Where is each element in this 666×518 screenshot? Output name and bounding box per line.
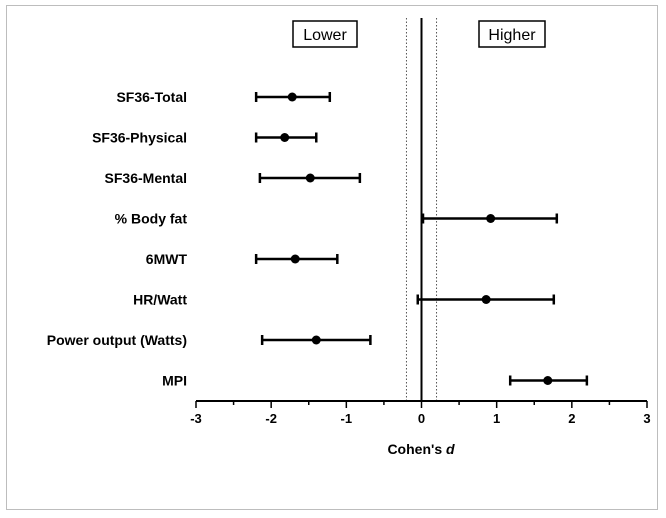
x-tick-label: 0 — [418, 411, 425, 426]
row-label: MPI — [162, 373, 187, 389]
row-label: SF36-Total — [116, 89, 187, 105]
effect-point — [287, 92, 297, 102]
row-label: SF36-Mental — [105, 170, 187, 186]
forest-row: HR/Watt — [133, 292, 556, 308]
effect-point — [305, 173, 315, 183]
row-label: SF36-Physical — [92, 130, 187, 146]
effect-point — [481, 295, 491, 304]
forest-row: SF36-Total — [116, 89, 332, 105]
effect-point — [311, 335, 321, 345]
x-tick-label: 3 — [643, 411, 650, 426]
reference-lines — [405, 18, 438, 401]
forest-row: 6MWT — [146, 251, 339, 267]
effect-point — [543, 376, 553, 385]
x-tick-label: 1 — [493, 411, 500, 426]
x-tick-label: -3 — [190, 411, 202, 426]
row-label: % Body fat — [115, 211, 188, 227]
forest-row: MPI — [162, 373, 589, 389]
chart-frame — [6, 5, 658, 510]
x-axis-title: Cohen's d — [387, 441, 455, 457]
annotation-lower: Lower — [292, 20, 358, 48]
annotation-higher-box — [478, 20, 546, 48]
x-axis-title-symbol: d — [446, 441, 455, 457]
forest-row: SF36-Mental — [105, 170, 362, 186]
x-tick-label: -1 — [341, 411, 353, 426]
data-rows: SF36-Total SF36-Physical SF36-Mental % Body… — [47, 89, 589, 389]
x-tick-label: 2 — [568, 411, 575, 426]
effect-point — [486, 214, 496, 223]
effect-point — [290, 254, 300, 264]
x-axis-title-text: Cohen's — [387, 441, 442, 457]
row-label: HR/Watt — [133, 292, 187, 308]
forest-row: Power output (Watts) — [47, 332, 372, 348]
forest-row: % Body fat — [115, 211, 559, 227]
forest-row: SF36-Physical — [92, 130, 318, 146]
row-label: Power output (Watts) — [47, 332, 187, 348]
annotation-lower-text: Lower — [303, 27, 347, 44]
annotation-higher-text: Higher — [488, 27, 536, 44]
annotation-higher: Higher — [478, 20, 546, 48]
x-axis: -3 -2 -1 0 1 2 3 — [190, 400, 651, 426]
effect-point — [280, 133, 290, 142]
row-label: 6MWT — [146, 251, 188, 267]
x-tick-label: -2 — [265, 411, 277, 426]
annotation-lower-box — [292, 20, 358, 48]
